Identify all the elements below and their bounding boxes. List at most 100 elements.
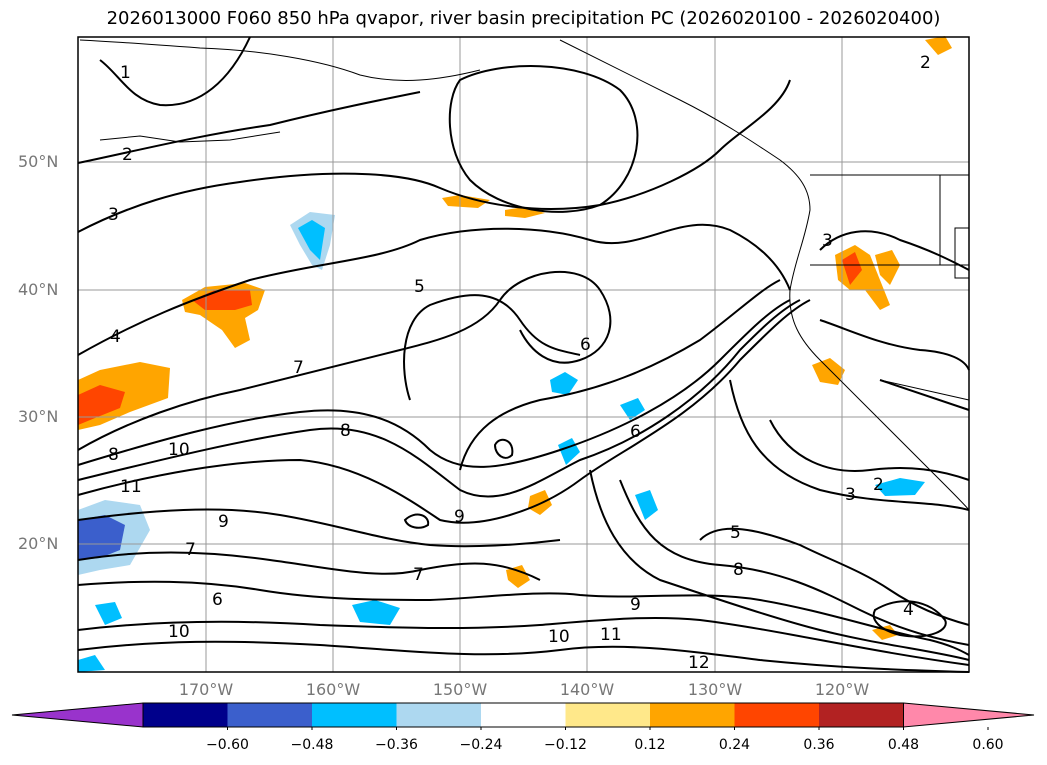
contour-label: 7 [185,540,196,560]
colorbar-extend-low [11,702,144,728]
contour-label: 10 [168,440,190,460]
contour-label: 11 [600,625,622,645]
contour-label: 1 [120,63,131,83]
contour-label: 5 [414,277,425,297]
graticule [78,37,969,672]
shade-negative-patch [875,478,925,496]
colorbar-segment [312,703,397,727]
shade-negative-patch [95,602,122,625]
contour-line [77,270,612,451]
shading-layer [78,36,952,672]
colorbar-tick-label: 0.24 [718,737,751,753]
colorbar-tick-label: 0.12 [634,737,666,753]
contour-label: 5 [730,523,741,543]
contour-label: 10 [168,622,190,642]
colorbar-tick-label: −0.12 [544,737,587,753]
contour-line [619,479,970,646]
shade-positive-patch [442,195,490,208]
colorbar-segment [565,703,650,727]
contour-line [77,616,970,666]
contour-label: 2 [122,145,133,165]
contour-line [403,294,581,401]
contour-line [459,279,781,471]
contour-label: 3 [108,205,119,225]
colorbar-extend-high [903,702,1035,728]
lon-label-130w: 130°W [687,680,743,699]
coastline [954,227,970,279]
shade-negative-patch [352,600,400,625]
shade-strong-positive-patch [78,385,125,425]
lat-label-30n: 30°N [18,407,59,426]
contour-label: 7 [293,358,304,378]
contour-line [77,551,541,581]
colorbar-segment [227,703,312,727]
contour-label: 12 [688,653,710,673]
map-title: 2026013000 F060 850 hPa qvapor, river ba… [106,8,941,29]
coastline [879,379,970,401]
colorbar-tick-label: −0.60 [206,737,249,753]
colorbar-segment [819,703,904,727]
colorbar-tick-label: 0.60 [972,737,1004,753]
contour-label: 9 [454,507,465,527]
contour-label: 6 [580,335,591,355]
contour-line [589,469,970,661]
contour-line [77,79,791,233]
contour-label: 10 [548,627,570,647]
colorbar-outline [142,702,904,728]
shade-negative-patch [78,655,105,672]
contour-line [77,508,561,548]
coastline [79,39,481,81]
colorbar [11,702,1035,730]
lon-label-140w: 140°W [559,680,615,699]
contour-label: 2 [873,475,884,495]
contour-label: 4 [903,600,914,620]
colorbar-segment [650,703,735,727]
colorbar-segment [396,703,481,727]
lat-label-50n: 50°N [18,152,59,171]
shade-negative-patch [635,490,658,520]
coastline-layer [79,39,970,511]
contour-label: 9 [218,512,229,532]
coastline [559,39,970,511]
lat-label-40n: 40°N [18,280,59,299]
shade-negative-patch [620,398,645,420]
contour-line [77,299,791,468]
colorbar-segment [481,703,566,727]
contour-line [879,379,970,411]
contour-line [819,230,970,271]
lon-label-150w: 150°W [432,680,488,699]
shade-strong-negative-patch [78,515,125,560]
contour-layer [77,36,970,673]
contour-label: 8 [108,445,119,465]
map-frame [77,36,970,673]
shade-positive-patch [506,565,530,588]
contour-label: 3 [845,485,856,505]
colorbar-segment [734,703,819,727]
shade-strong-positive-patch [842,252,862,285]
shade-positive-patch [925,36,952,55]
shade-negative-patch [550,372,578,395]
contour-label: 9 [630,595,641,615]
contour-label: 6 [630,422,641,442]
coastline [99,131,281,143]
contour-label: 3 [822,231,833,251]
contour-label: 8 [733,560,744,580]
contour-line [769,419,970,481]
contour-line [99,36,251,107]
contour-line [77,223,791,356]
shade-positive-patch [875,250,900,285]
lat-label-20n: 20°N [18,534,59,553]
shade-negative-patch [298,220,325,260]
contour-label-layer: 1 2 2 2 3 3 3 4 4 5 5 6 6 6 7 7 7 8 8 8 … [108,53,931,673]
contour-line [493,438,514,459]
contour-line [403,513,430,529]
contour-line [699,527,970,626]
shade-positive-patch [505,207,545,218]
contour-line [819,319,970,371]
contour-line [77,640,970,673]
contour-label: 6 [212,590,223,610]
shade-positive-patch [528,490,552,515]
colorbar-tick-label: 0.36 [803,737,835,753]
contour-line [872,600,947,638]
